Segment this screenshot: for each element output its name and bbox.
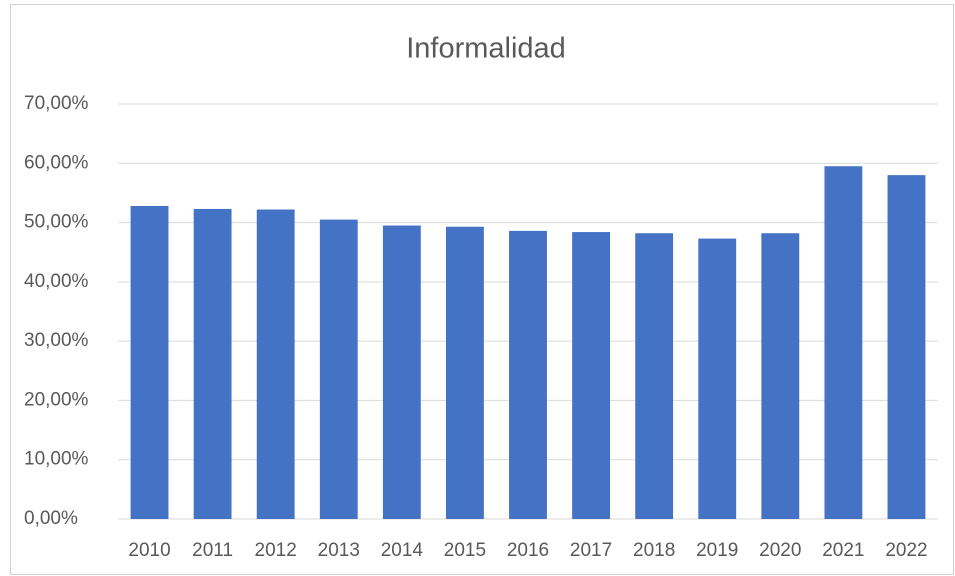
bar (635, 233, 674, 519)
bar (446, 226, 484, 519)
y-tick-label: 0,00% (24, 508, 78, 529)
x-tick-label: 2011 (192, 540, 233, 561)
y-tick-label: 10,00% (24, 449, 89, 470)
bar (130, 205, 169, 519)
bar (193, 208, 232, 519)
x-tick-label: 2021 (822, 540, 864, 561)
bar (887, 175, 926, 519)
y-tick-label: 40,00% (24, 271, 89, 292)
bar (382, 225, 421, 520)
y-tick-label: 30,00% (24, 330, 89, 351)
bar (572, 232, 610, 520)
bar (761, 233, 800, 519)
x-tick-label: 2010 (128, 540, 170, 561)
y-tick-label: 50,00% (24, 212, 89, 233)
chart-title: Informalidad (406, 33, 566, 65)
y-tick-label: 60,00% (24, 152, 89, 173)
y-tick-label: 20,00% (24, 389, 89, 410)
x-tick-label: 2012 (255, 540, 297, 561)
x-tick-label: 2017 (570, 540, 612, 561)
x-tick-label: 2020 (759, 540, 801, 561)
x-tick-label: 2013 (318, 540, 360, 561)
bar (509, 230, 547, 519)
y-tick-label: 70,00% (24, 93, 89, 114)
x-tick-label: 2019 (696, 540, 738, 561)
x-tick-label: 2016 (507, 540, 549, 561)
x-tick-label: 2014 (381, 540, 424, 561)
bar (256, 209, 295, 519)
x-tick-label: 2018 (633, 540, 675, 561)
x-tick-label: 2015 (444, 540, 486, 561)
bar (319, 219, 358, 519)
x-tick-label: 2022 (885, 540, 927, 561)
bar (698, 238, 737, 520)
bar (824, 166, 863, 519)
